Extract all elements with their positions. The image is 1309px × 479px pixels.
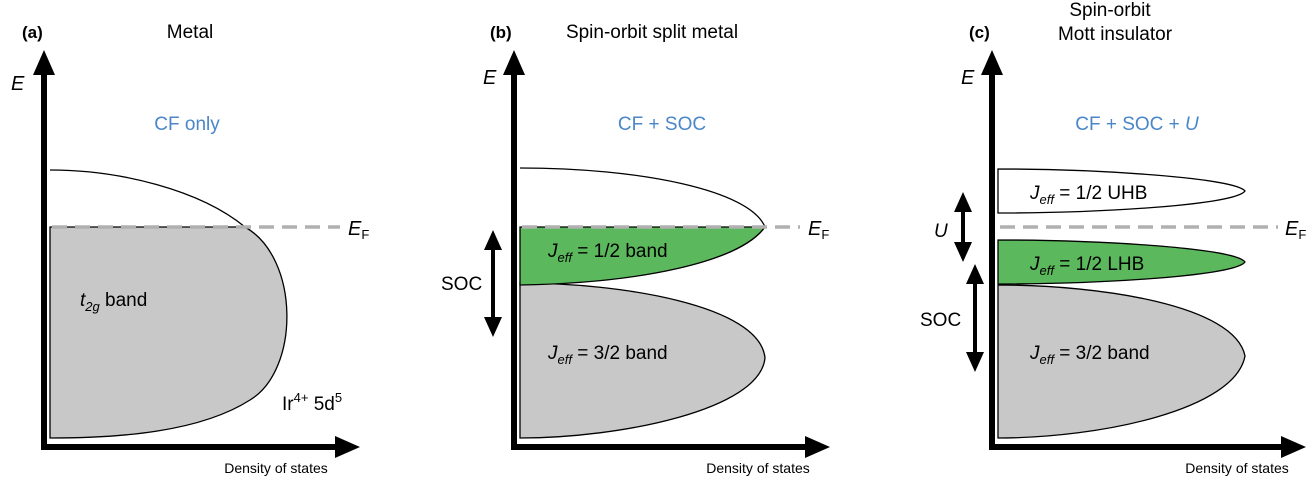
jeff-32-band-label: Jeff = 3/2 band [547,343,668,367]
panel-a: (a) Metal CF only EF E Density of states… [11,22,369,476]
panel-c-title-line-1: Spin-orbit [1069,0,1151,21]
panel-b-soc-arrow-down-icon [484,317,502,337]
uhb-band-label: Jeff = 1/2 UHB [1029,183,1147,207]
upper-hubbard-band [997,168,1246,214]
panel-c-soc-arrow-up-icon [966,264,984,284]
panel-c-u-arrow-up-icon [954,192,972,212]
panel-c-y-label: E [961,67,975,89]
panel-a-fermi-label: EF [348,218,369,242]
panel-b-soc-label: SOC [441,274,482,295]
panel-b-fermi-label: EF [808,218,829,242]
panel-c-u-arrow-down-icon [954,242,972,262]
lower-hubbard-band [997,239,1246,285]
lhb-band-label: Jeff = 1/2 LHB [1029,254,1144,278]
jeff-32-band-label-c: Jeff = 3/2 band [1029,343,1150,367]
panel-a-label: (a) [22,23,43,42]
panel-a-approximation: CF only [154,114,220,135]
t2g-band-unoccupied [49,169,246,228]
panel-c-title-line-2: Mott insulator [1058,24,1173,45]
t2g-band-occupied [49,226,288,439]
panel-a-x-label: Density of states [224,460,328,476]
t2g-band-label: t2g band [80,290,147,314]
jeff-12-band-label: Jeff = 1/2 band [547,241,668,265]
panel-b-x-label: Density of states [706,460,810,476]
panel-c: (c) Spin-orbit Mott insulator CF + SOC +… [920,0,1306,476]
jeff-32-band [519,282,766,439]
panel-c-soc-label: SOC [920,310,961,331]
panel-a-y-label: E [11,73,25,95]
panel-c-soc-arrow-down-icon [966,352,984,372]
panel-c-x-arrow-icon [1281,436,1306,458]
panel-c-y-arrow-icon [981,50,1003,75]
panel-b-soc-arrow-up-icon [484,230,502,250]
panel-c-u-label: U [934,221,948,242]
panel-b-approximation: CF + SOC [618,114,706,135]
jeff-12-band-unoccupied [519,167,766,228]
panel-c-label: (c) [969,23,990,42]
panel-b-title: Spin-orbit split metal [566,22,738,43]
ion-config-label: Ir4+ 5d5 [282,390,342,415]
panel-b-label: (b) [490,23,512,42]
panel-a-x-arrow-icon [335,436,360,458]
panel-b: (b) Spin-orbit split metal CF + SOC EF E… [441,22,830,476]
panel-a-y-arrow-icon [33,50,55,75]
panel-c-x-label: Density of states [1185,460,1289,476]
panel-c-approximation: CF + SOC + U [1075,114,1199,135]
panel-b-y-arrow-icon [503,50,525,75]
jeff-32-band-c [997,284,1246,439]
jeff-12-band-occupied [519,226,767,286]
panel-c-fermi-label: EF [1285,218,1306,242]
panel-b-y-label: E [483,67,497,89]
panel-a-title: Metal [167,22,213,43]
panel-b-x-arrow-icon [805,436,830,458]
